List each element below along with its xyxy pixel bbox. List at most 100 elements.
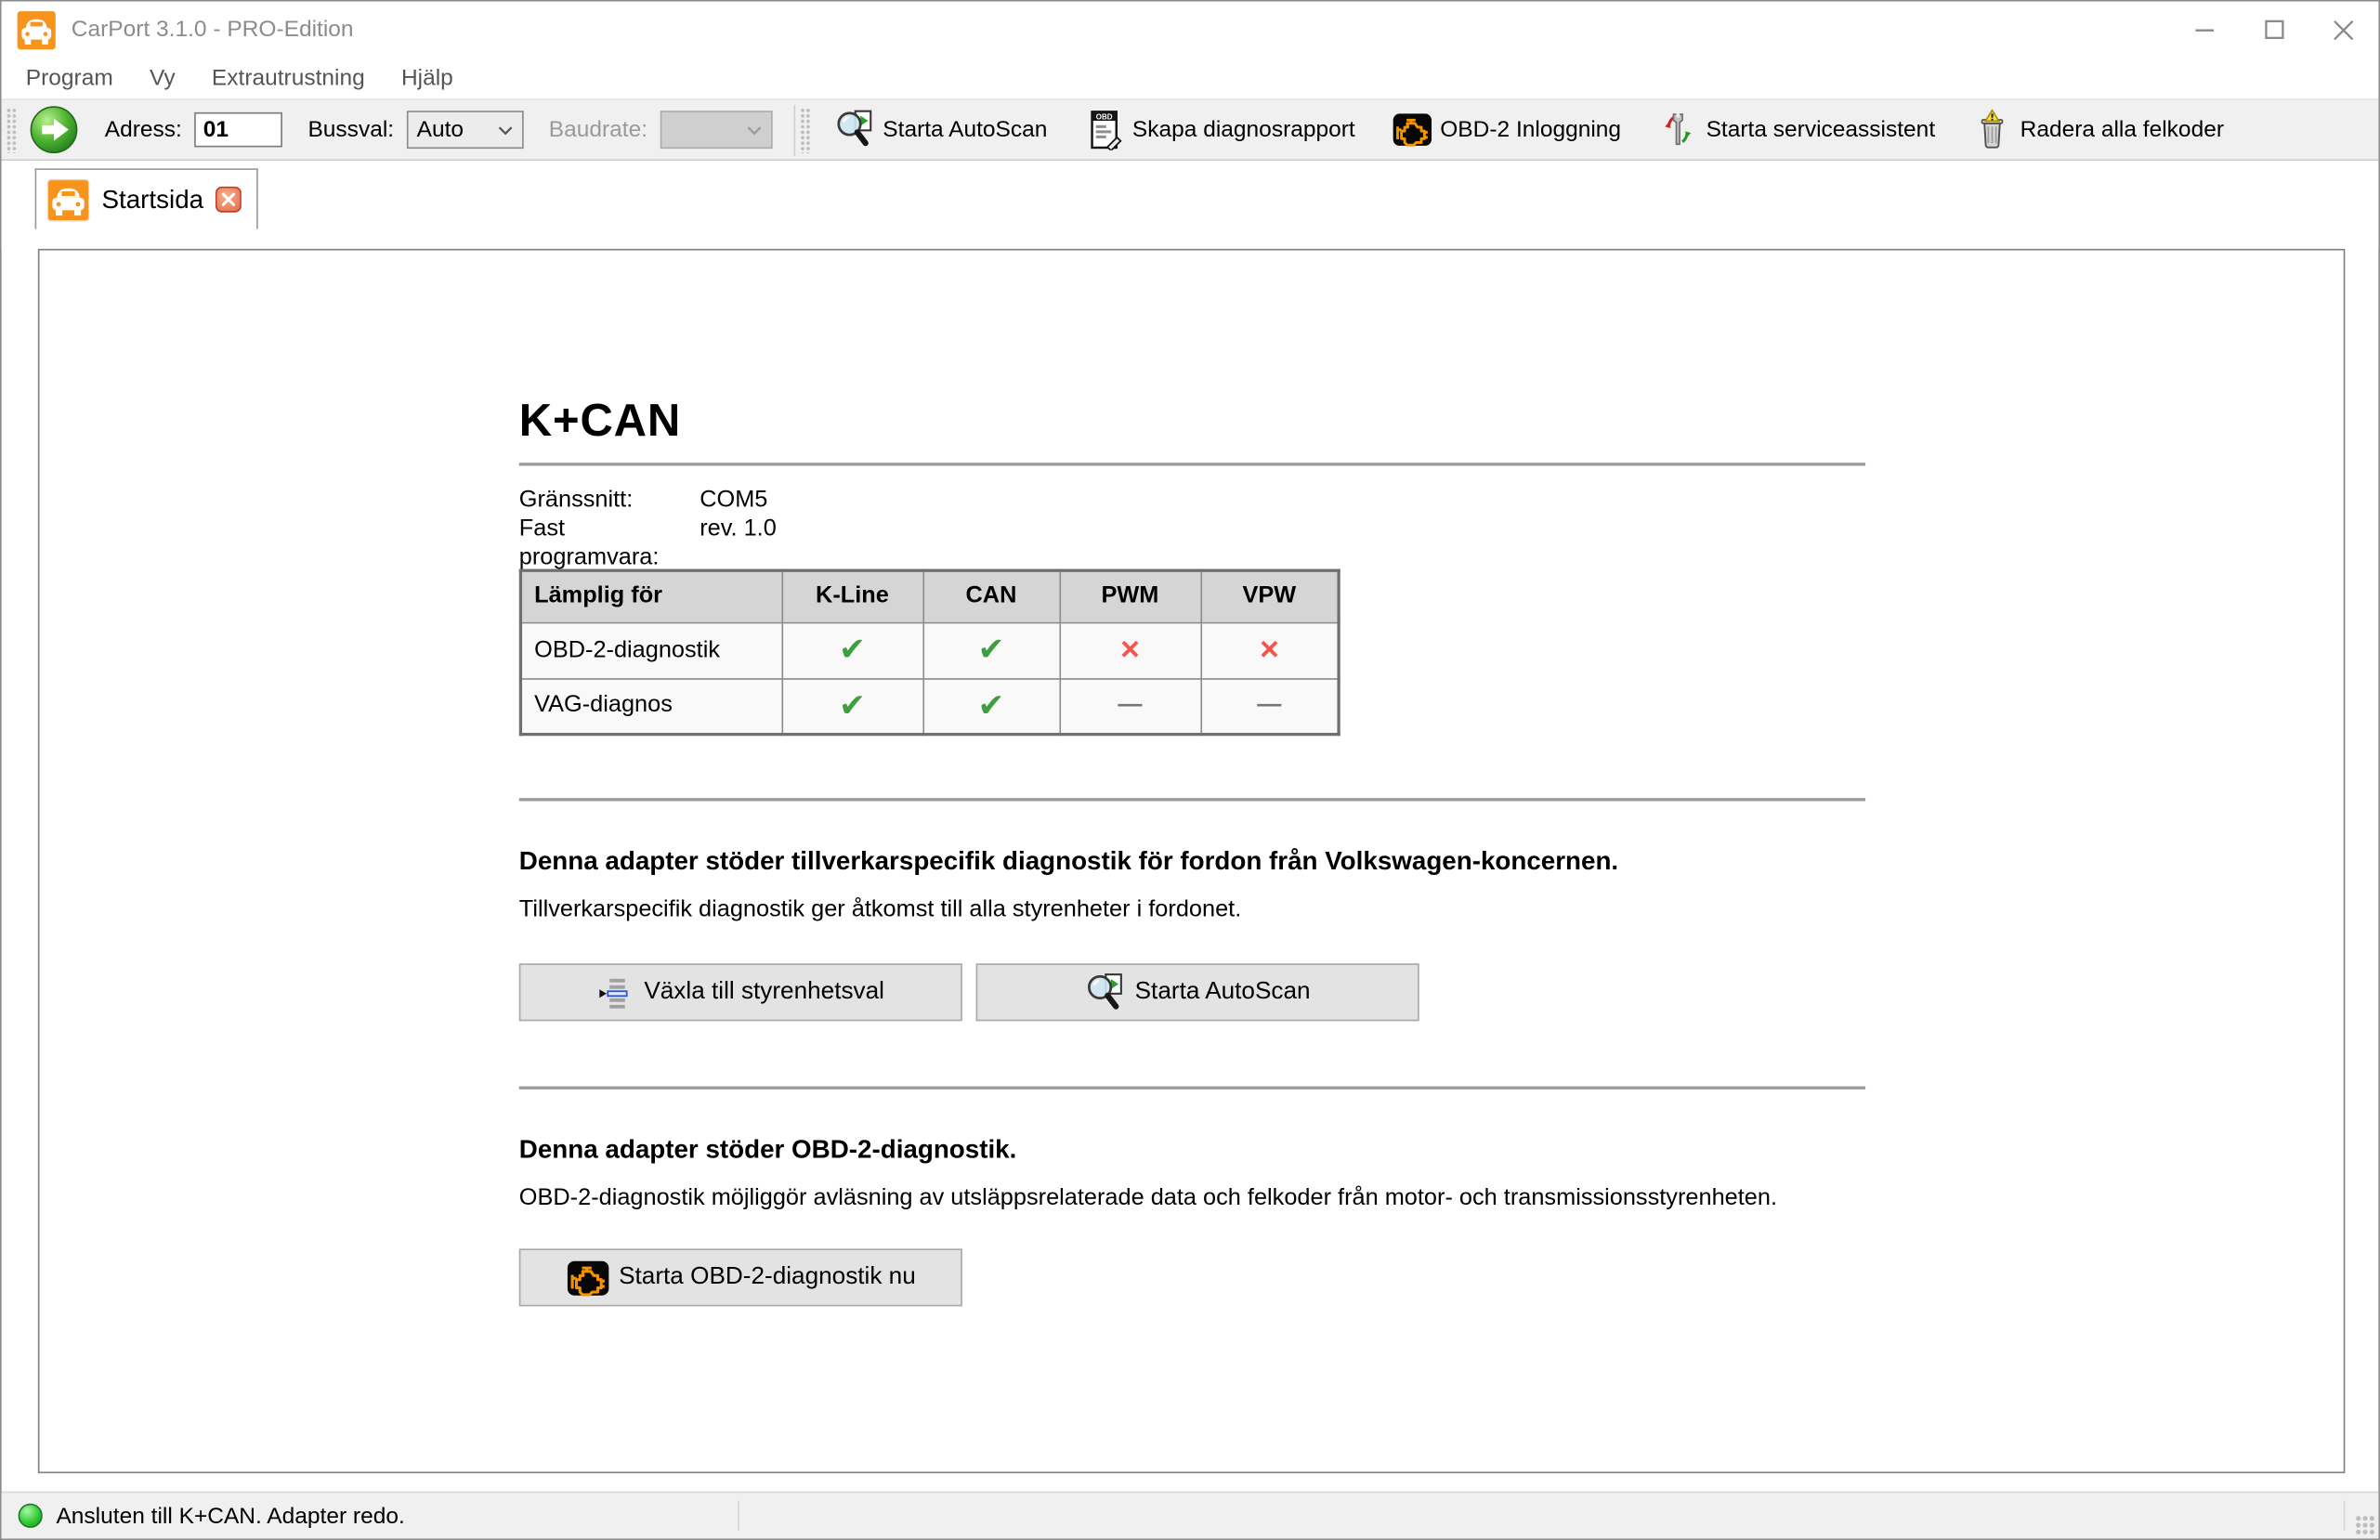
adapter-info: Gränssnitt: COM5 Fast programvara: rev. … [519, 486, 777, 572]
bus-select-dropdown[interactable]: Auto [406, 111, 523, 150]
table-row: OBD-2-diagnostik ✔ ✔ ✕ ✕ [519, 620, 1340, 679]
interface-label: Gränssnitt: [518, 487, 634, 514]
svg-text:OBD: OBD [1096, 112, 1113, 121]
table-row: VAG-diagnos ✔ ✔ — — [519, 677, 1340, 736]
divider [518, 798, 1866, 802]
tab-close-button[interactable] [216, 186, 242, 213]
autoscan-magnifier-icon [1087, 972, 1122, 1009]
button-label: Radera alla felkoder [2020, 116, 2224, 143]
address-input[interactable] [193, 111, 282, 148]
obd-report-document-icon: OBD [1091, 111, 1122, 150]
start-autoscan-button[interactable]: Starta AutoScan [975, 963, 1419, 1022]
clear-all-fault-codes-button[interactable]: Radera alla felkoder [1959, 109, 2236, 150]
obd2-login-button[interactable]: OBD-2 Inloggning [1380, 110, 1633, 150]
minimize-icon [2194, 29, 2214, 32]
tab-strip: Startsida [1, 161, 2379, 249]
service-wrench-icon [1665, 113, 1692, 146]
status-bar: Ansluten till K+CAN. Adapter redo. [1, 1491, 2379, 1539]
column-header: PWM [1058, 569, 1202, 623]
window-controls [2169, 2, 2378, 58]
chevron-down-icon [747, 126, 761, 136]
connection-led-icon [18, 1503, 43, 1528]
menu-program[interactable]: Program [25, 65, 113, 92]
vag-section-text: Tillverkarspecifik diagnostik ger åtkoms… [518, 896, 1242, 923]
close-button[interactable] [2308, 2, 2378, 58]
button-label: Starta AutoScan [883, 116, 1048, 143]
toolbar-grip-handle[interactable] [799, 107, 810, 153]
start-obd2-diagnostics-button[interactable]: Starta OBD-2-diagnostik nu [518, 1248, 962, 1307]
capability-mark: ✕ [1058, 620, 1202, 679]
obd-section-heading: Denna adapter stöder OBD-2-diagnostik. [518, 1134, 1017, 1164]
table-header-row: Lämplig för K-Line CAN PWM VPW [519, 569, 1340, 623]
connect-go-button[interactable] [29, 105, 79, 155]
close-icon [2334, 20, 2354, 40]
content-panel: K+CAN Gränssnitt: COM5 Fast programvara:… [37, 248, 2346, 1474]
minimize-button[interactable] [2169, 2, 2239, 58]
status-separator [738, 1500, 739, 1532]
toolbar: Adress: Bussval: Auto Baudrate: Starta A… [1, 98, 2379, 162]
column-header: K-Line [780, 569, 924, 623]
bus-select-value: Auto [416, 116, 464, 143]
obd-section-text: OBD-2-diagnostik möjliggör avläsning av … [518, 1184, 1777, 1211]
bus-select-label: Bussval: [307, 116, 395, 143]
menu-bar: Program Vy Extrautrustning Hjälp [1, 58, 2379, 99]
row-label: VAG-diagnos [519, 677, 783, 736]
check-engine-icon [567, 1259, 608, 1296]
button-label: Starta serviceassistent [1706, 116, 1936, 143]
close-icon [221, 192, 236, 206]
autoscan-magnifier-icon [836, 110, 871, 147]
vag-section-heading: Denna adapter stöder tillverkarspecifik … [518, 846, 1619, 876]
toolbar-separator [792, 103, 795, 156]
baudrate-label: Baudrate: [548, 116, 648, 143]
maximize-icon [2264, 20, 2283, 39]
capability-table: Lämplig för K-Line CAN PWM VPW OBD-2-dia… [518, 568, 1340, 737]
maximize-button[interactable] [2239, 2, 2308, 58]
button-label: Starta AutoScan [1134, 978, 1311, 1005]
capability-mark: — [1058, 677, 1202, 736]
menu-vy[interactable]: Vy [149, 65, 176, 92]
menu-hjalp[interactable]: Hjälp [400, 65, 453, 92]
start-service-assistant-button[interactable]: Starta serviceassistent [1645, 110, 1947, 150]
capability-mark: — [1199, 677, 1340, 736]
firmware-label: Fast programvara: [518, 516, 660, 571]
menu-extrautrustning[interactable]: Extrautrustning [211, 65, 365, 92]
switch-to-ecu-selection-button[interactable]: Växla till styrenhetsval [518, 963, 962, 1022]
status-text: Ansluten till K+CAN. Adapter redo. [56, 1502, 405, 1529]
row-label: OBD-2-diagnostik [519, 620, 783, 679]
green-arrow-go-icon [30, 106, 78, 154]
title-bar: CarPort 3.1.0 - PRO-Edition [1, 1, 2379, 59]
capability-mark: ✔ [922, 677, 1061, 736]
capability-mark: ✔ [780, 677, 924, 736]
tab-label: Startsida [101, 184, 204, 214]
capability-mark: ✔ [780, 620, 924, 679]
toolbar-grip-handle[interactable] [6, 107, 17, 153]
address-label: Adress: [104, 116, 182, 143]
chevron-down-icon [498, 126, 512, 136]
tab-startsida[interactable]: Startsida [34, 168, 258, 229]
check-engine-icon [1393, 113, 1432, 147]
button-label: Skapa diagnosrapport [1131, 116, 1355, 143]
car-icon [17, 10, 56, 49]
interface-value: COM5 [700, 487, 768, 514]
button-label: Växla till styrenhetsval [644, 978, 884, 1005]
column-header: CAN [922, 569, 1061, 623]
firmware-value: rev. 1.0 [700, 516, 777, 542]
trash-warning-icon [1981, 109, 2004, 149]
column-header: VPW [1199, 569, 1340, 623]
car-icon [46, 177, 90, 221]
column-header: Lämplig för [519, 569, 783, 623]
baudrate-dropdown [660, 111, 773, 150]
capability-mark: ✕ [1199, 620, 1340, 679]
window-title: CarPort 3.1.0 - PRO-Edition [71, 16, 354, 43]
capability-mark: ✔ [922, 620, 1061, 679]
ecu-list-icon [599, 977, 629, 1008]
resize-grip[interactable] [2355, 1515, 2376, 1536]
divider [518, 1086, 1866, 1090]
button-label: OBD-2 Inloggning [1440, 116, 1622, 143]
start-autoscan-toolbar-button[interactable]: Starta AutoScan [822, 110, 1060, 150]
divider [518, 463, 1866, 466]
create-diagnosis-report-button[interactable]: OBD Skapa diagnosrapport [1072, 110, 1367, 150]
button-label: Starta OBD-2-diagnostik nu [619, 1263, 916, 1290]
adapter-title: K+CAN [518, 396, 682, 447]
